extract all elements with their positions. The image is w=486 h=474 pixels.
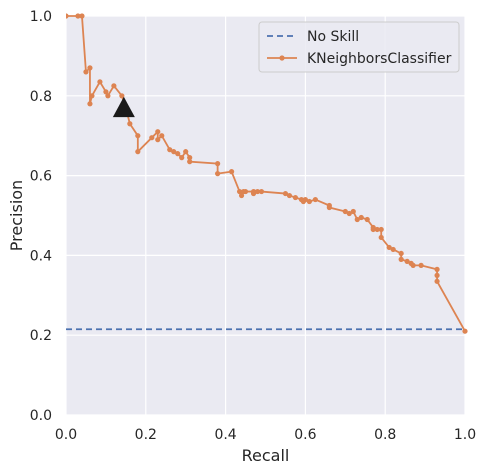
data-point (167, 147, 173, 153)
y-tick-label: 0.2 (30, 328, 52, 344)
data-point (398, 250, 404, 257)
x-tick-label: 0.6 (294, 427, 316, 443)
data-point (236, 188, 243, 195)
data-point (250, 190, 257, 197)
y-tick-label: 0.4 (30, 248, 52, 264)
data-point (119, 93, 125, 99)
grid-lines (65, 15, 466, 416)
data-point (155, 137, 161, 143)
data-point (135, 149, 141, 155)
data-point (282, 190, 289, 197)
x-tick-label: 1.0 (454, 427, 476, 443)
data-point (111, 83, 117, 89)
data-point (135, 133, 141, 139)
plot-background (66, 16, 465, 415)
data-point (286, 192, 293, 199)
data-point (390, 246, 396, 253)
data-point (342, 208, 348, 215)
data-point (306, 198, 312, 205)
data-point (350, 208, 356, 215)
data-point (434, 278, 440, 284)
data-point (254, 188, 261, 195)
data-point (183, 149, 189, 155)
data-point (242, 188, 249, 195)
data-point (215, 171, 221, 177)
data-point (312, 196, 318, 203)
data-point (149, 135, 155, 141)
data-point (398, 256, 404, 262)
data-point (378, 226, 384, 233)
data-point (374, 226, 380, 233)
x-tick-label: 0.2 (135, 427, 157, 443)
data-point (418, 262, 424, 268)
x-axis-label: Recall (242, 446, 290, 465)
legend-label: No Skill (307, 29, 359, 45)
data-point (187, 159, 193, 165)
data-point (434, 266, 440, 272)
data-point (127, 121, 133, 127)
data-point (83, 69, 89, 75)
data-point (175, 151, 181, 157)
data-point (370, 226, 376, 233)
y-tick-label: 0.0 (30, 408, 52, 424)
data-point (89, 93, 95, 99)
y-axis-label: Precision (7, 180, 26, 251)
y-tick-labels: 0.0 0.2 0.4 0.6 0.8 1.0 (30, 9, 52, 424)
data-point (292, 194, 299, 201)
data-point (75, 13, 81, 19)
legend: No Skill KNeighborsClassifier (258, 21, 460, 73)
data-point (346, 210, 352, 217)
data-point (215, 161, 221, 167)
x-tick-label: 0.4 (214, 427, 236, 443)
y-tick-label: 0.8 (30, 89, 52, 105)
data-point (326, 204, 332, 211)
data-point (159, 133, 165, 139)
data-point (79, 13, 85, 19)
data-point (105, 93, 111, 99)
data-point (302, 196, 308, 203)
legend-box (258, 21, 460, 73)
data-point (364, 216, 370, 223)
triangle-marker (112, 96, 135, 118)
data-point (354, 216, 360, 223)
data-point (238, 192, 245, 199)
data-point (66, 13, 69, 19)
data-point (228, 169, 235, 175)
data-point (462, 328, 468, 334)
data-point (87, 101, 93, 107)
legend-marker (279, 55, 285, 61)
data-point (155, 129, 161, 135)
x-tick-label: 0.0 (55, 427, 77, 443)
data-point (87, 65, 93, 71)
data-point (97, 79, 103, 85)
data-point (358, 214, 364, 221)
data-point (187, 155, 193, 161)
y-tick-label: 0.6 (30, 169, 52, 185)
data-point (378, 234, 384, 241)
x-tick-labels: 0.0 0.2 0.4 0.6 0.8 1.0 (55, 427, 476, 443)
x-tick-label: 0.8 (374, 427, 396, 443)
data-point (386, 244, 392, 251)
y-tick-label: 1.0 (30, 9, 52, 25)
data-point (103, 89, 109, 95)
data-point (404, 258, 410, 264)
data-point (410, 262, 416, 268)
annotation-layer (112, 96, 135, 118)
data-point (179, 155, 185, 161)
data-point (258, 188, 265, 195)
data-point (171, 149, 177, 155)
data-point (434, 272, 440, 278)
legend-label: KNeighborsClassifier (307, 51, 452, 67)
